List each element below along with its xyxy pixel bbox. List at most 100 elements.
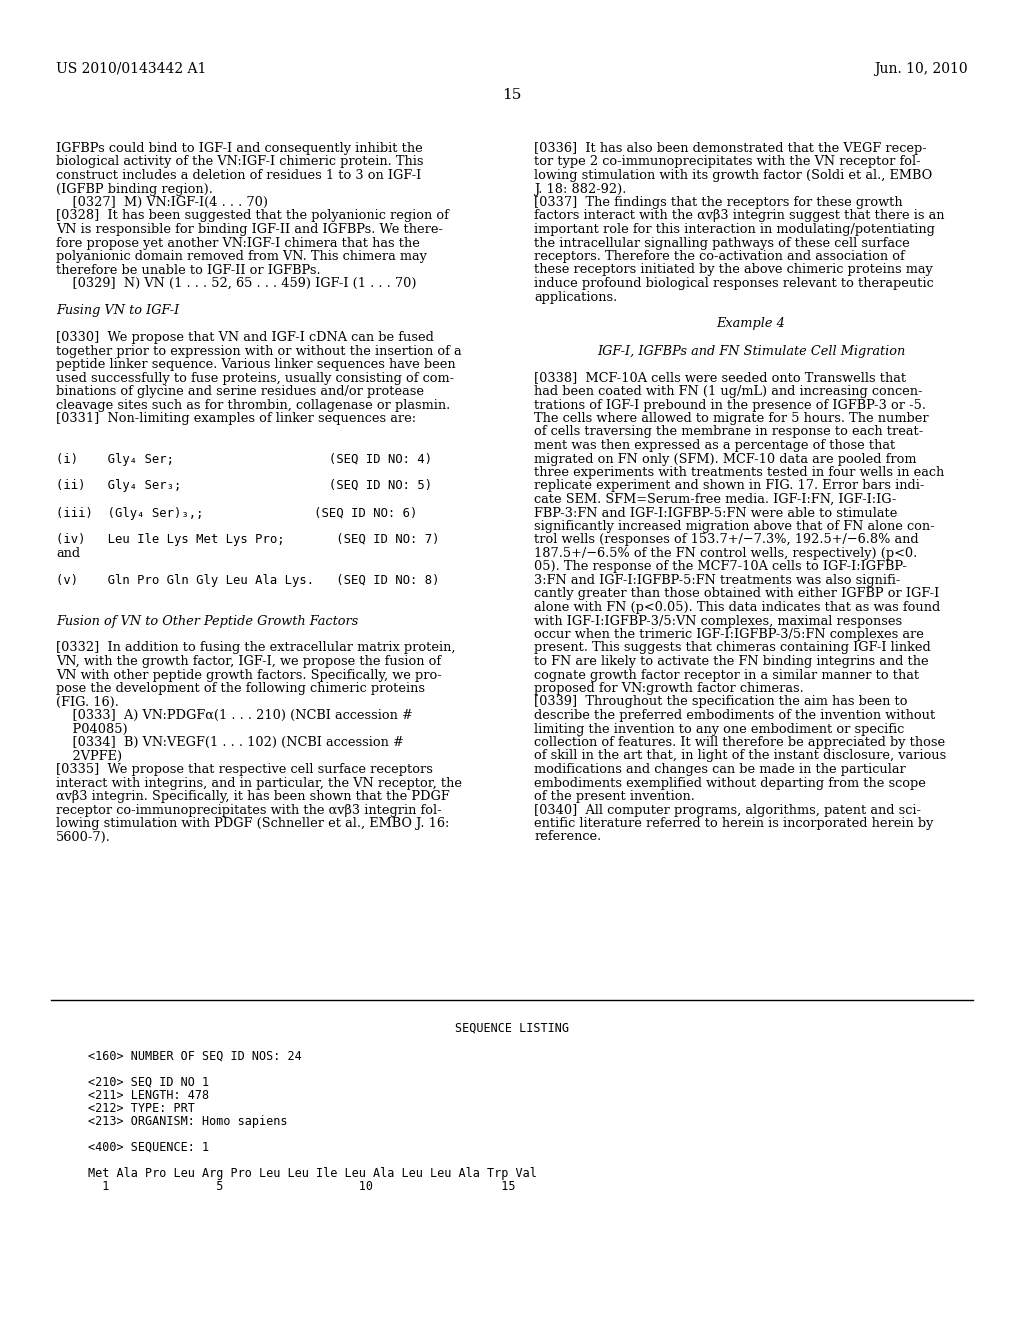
Text: <400> SEQUENCE: 1: <400> SEQUENCE: 1 [88, 1140, 209, 1154]
Text: tor type 2 co-immunoprecipitates with the VN receptor fol-: tor type 2 co-immunoprecipitates with th… [534, 156, 921, 169]
Text: Met Ala Pro Leu Arg Pro Leu Leu Ile Leu Ala Leu Leu Ala Trp Val: Met Ala Pro Leu Arg Pro Leu Leu Ile Leu … [88, 1167, 537, 1180]
Text: Example 4: Example 4 [717, 318, 785, 330]
Text: reference.: reference. [534, 830, 601, 843]
Text: VN, with the growth factor, IGF-I, we propose the fusion of: VN, with the growth factor, IGF-I, we pr… [56, 655, 441, 668]
Text: to FN are likely to activate the FN binding integrins and the: to FN are likely to activate the FN bind… [534, 655, 929, 668]
Text: factors interact with the αvβ3 integrin suggest that there is an: factors interact with the αvβ3 integrin … [534, 210, 944, 223]
Text: (v)    Gln Pro Gln Gly Leu Ala Lys.   (SEQ ID NO: 8): (v) Gln Pro Gln Gly Leu Ala Lys. (SEQ ID… [56, 574, 439, 587]
Text: replicate experiment and shown in FIG. 17. Error bars indi-: replicate experiment and shown in FIG. 1… [534, 479, 925, 492]
Text: <211> LENGTH: 478: <211> LENGTH: 478 [88, 1089, 209, 1102]
Text: together prior to expression with or without the insertion of a: together prior to expression with or wit… [56, 345, 462, 358]
Text: VN with other peptide growth factors. Specifically, we pro-: VN with other peptide growth factors. Sp… [56, 668, 441, 681]
Text: 1               5                   10                  15: 1 5 10 15 [88, 1180, 515, 1193]
Text: [0340]  All computer programs, algorithms, patent and sci-: [0340] All computer programs, algorithms… [534, 804, 921, 817]
Text: had been coated with FN (1 ug/mL) and increasing concen-: had been coated with FN (1 ug/mL) and in… [534, 385, 923, 399]
Text: (ii)   Gly₄ Ser₃;                    (SEQ ID NO: 5): (ii) Gly₄ Ser₃; (SEQ ID NO: 5) [56, 479, 432, 492]
Text: limiting the invention to any one embodiment or specific: limiting the invention to any one embodi… [534, 722, 904, 735]
Text: (IGFBP binding region).: (IGFBP binding region). [56, 182, 213, 195]
Text: 05). The response of the MCF7-10A cells to IGF-I:IGFBP-: 05). The response of the MCF7-10A cells … [534, 561, 907, 573]
Text: therefore be unable to IGF-II or IGFBPs.: therefore be unable to IGF-II or IGFBPs. [56, 264, 321, 276]
Text: [0336]  It has also been demonstrated that the VEGF recep-: [0336] It has also been demonstrated tha… [534, 143, 927, 154]
Text: modifications and changes can be made in the particular: modifications and changes can be made in… [534, 763, 906, 776]
Text: entific literature referred to herein is incorporated herein by: entific literature referred to herein is… [534, 817, 933, 830]
Text: of the present invention.: of the present invention. [534, 789, 695, 803]
Text: ment was then expressed as a percentage of those that: ment was then expressed as a percentage … [534, 440, 895, 451]
Text: P04085): P04085) [56, 722, 128, 735]
Text: [0334]  B) VN:VEGF(1 . . . 102) (NCBI accession #: [0334] B) VN:VEGF(1 . . . 102) (NCBI acc… [56, 737, 403, 748]
Text: Jun. 10, 2010: Jun. 10, 2010 [874, 62, 968, 77]
Text: 5600-7).: 5600-7). [56, 830, 111, 843]
Text: alone with FN (p<0.05). This data indicates that as was found: alone with FN (p<0.05). This data indica… [534, 601, 940, 614]
Text: (FIG. 16).: (FIG. 16). [56, 696, 119, 709]
Text: embodiments exemplified without departing from the scope: embodiments exemplified without departin… [534, 776, 926, 789]
Text: trol wells (responses of 153.7+/−7.3%, 192.5+/−6.8% and: trol wells (responses of 153.7+/−7.3%, 1… [534, 533, 919, 546]
Text: cognate growth factor receptor in a similar manner to that: cognate growth factor receptor in a simi… [534, 668, 920, 681]
Text: lowing stimulation with its growth factor (Soldi et al., EMBO: lowing stimulation with its growth facto… [534, 169, 932, 182]
Text: cate SEM. SFM=Serum-free media. IGF-I:FN, IGF-I:IG-: cate SEM. SFM=Serum-free media. IGF-I:FN… [534, 492, 896, 506]
Text: polyanionic domain removed from VN. This chimera may: polyanionic domain removed from VN. This… [56, 249, 427, 263]
Text: used successfully to fuse proteins, usually consisting of com-: used successfully to fuse proteins, usua… [56, 371, 454, 384]
Text: pose the development of the following chimeric proteins: pose the development of the following ch… [56, 682, 425, 696]
Text: [0328]  It has been suggested that the polyanionic region of: [0328] It has been suggested that the po… [56, 210, 449, 223]
Text: cantly greater than those obtained with either IGFBP or IGF-I: cantly greater than those obtained with … [534, 587, 939, 601]
Text: these receptors initiated by the above chimeric proteins may: these receptors initiated by the above c… [534, 264, 933, 276]
Text: 2VPFE): 2VPFE) [56, 750, 122, 763]
Text: of cells traversing the membrane in response to each treat-: of cells traversing the membrane in resp… [534, 425, 924, 438]
Text: The cells where allowed to migrate for 5 hours. The number: The cells where allowed to migrate for 5… [534, 412, 929, 425]
Text: with IGF-I:IGFBP-3/5:VN complexes, maximal responses: with IGF-I:IGFBP-3/5:VN complexes, maxim… [534, 615, 902, 627]
Text: <213> ORGANISM: Homo sapiens: <213> ORGANISM: Homo sapiens [88, 1115, 288, 1129]
Text: [0330]  We propose that VN and IGF-I cDNA can be fused: [0330] We propose that VN and IGF-I cDNA… [56, 331, 434, 345]
Text: applications.: applications. [534, 290, 617, 304]
Text: J. 18: 882-92).: J. 18: 882-92). [534, 182, 627, 195]
Text: [0333]  A) VN:PDGFα(1 . . . 210) (NCBI accession #: [0333] A) VN:PDGFα(1 . . . 210) (NCBI ac… [56, 709, 413, 722]
Text: αvβ3 integrin. Specifically, it has been shown that the PDGF: αvβ3 integrin. Specifically, it has been… [56, 789, 450, 803]
Text: 15: 15 [503, 88, 521, 102]
Text: describe the preferred embodiments of the invention without: describe the preferred embodiments of th… [534, 709, 935, 722]
Text: construct includes a deletion of residues 1 to 3 on IGF-I: construct includes a deletion of residue… [56, 169, 421, 182]
Text: Fusing VN to IGF-I: Fusing VN to IGF-I [56, 304, 179, 317]
Text: [0327]  M) VN:IGF-I(4 . . . 70): [0327] M) VN:IGF-I(4 . . . 70) [56, 195, 268, 209]
Text: significantly increased migration above that of FN alone con-: significantly increased migration above … [534, 520, 935, 533]
Text: IGF-I, IGFBPs and FN Stimulate Cell Migration: IGF-I, IGFBPs and FN Stimulate Cell Migr… [597, 345, 905, 358]
Text: [0329]  N) VN (1 . . . 52, 65 . . . 459) IGF-I (1 . . . 70): [0329] N) VN (1 . . . 52, 65 . . . 459) … [56, 277, 417, 290]
Text: and: and [56, 546, 80, 560]
Text: VN is responsible for binding IGF-II and IGFBPs. We there-: VN is responsible for binding IGF-II and… [56, 223, 443, 236]
Text: [0332]  In addition to fusing the extracellular matrix protein,: [0332] In addition to fusing the extrace… [56, 642, 456, 655]
Text: US 2010/0143442 A1: US 2010/0143442 A1 [56, 62, 207, 77]
Text: [0335]  We propose that respective cell surface receptors: [0335] We propose that respective cell s… [56, 763, 433, 776]
Text: SEQUENCE LISTING: SEQUENCE LISTING [455, 1022, 569, 1035]
Text: [0339]  Throughout the specification the aim has been to: [0339] Throughout the specification the … [534, 696, 907, 709]
Text: binations of glycine and serine residues and/or protease: binations of glycine and serine residues… [56, 385, 424, 399]
Text: three experiments with treatments tested in four wells in each: three experiments with treatments tested… [534, 466, 944, 479]
Text: <212> TYPE: PRT: <212> TYPE: PRT [88, 1102, 195, 1115]
Text: present. This suggests that chimeras containing IGF-I linked: present. This suggests that chimeras con… [534, 642, 931, 655]
Text: receptor co-immunoprecipitates with the αvβ3 integrin fol-: receptor co-immunoprecipitates with the … [56, 804, 441, 817]
Text: important role for this interaction in modulating/potentiating: important role for this interaction in m… [534, 223, 935, 236]
Text: Fusion of VN to Other Peptide Growth Factors: Fusion of VN to Other Peptide Growth Fac… [56, 615, 358, 627]
Text: (i)    Gly₄ Ser;                     (SEQ ID NO: 4): (i) Gly₄ Ser; (SEQ ID NO: 4) [56, 453, 432, 466]
Text: cleavage sites such as for thrombin, collagenase or plasmin.: cleavage sites such as for thrombin, col… [56, 399, 451, 412]
Text: migrated on FN only (SFM). MCF-10 data are pooled from: migrated on FN only (SFM). MCF-10 data a… [534, 453, 916, 466]
Text: lowing stimulation with PDGF (Schneller et al., EMBO J. 16:: lowing stimulation with PDGF (Schneller … [56, 817, 450, 830]
Text: 3:FN and IGF-I:IGFBP-5:FN treatments was also signifi-: 3:FN and IGF-I:IGFBP-5:FN treatments was… [534, 574, 900, 587]
Text: trations of IGF-I prebound in the presence of IGFBP-3 or -5.: trations of IGF-I prebound in the presen… [534, 399, 926, 412]
Text: the intracellular signalling pathways of these cell surface: the intracellular signalling pathways of… [534, 236, 909, 249]
Text: FBP-3:FN and IGF-I:IGFBP-5:FN were able to stimulate: FBP-3:FN and IGF-I:IGFBP-5:FN were able … [534, 507, 897, 520]
Text: <160> NUMBER OF SEQ ID NOS: 24: <160> NUMBER OF SEQ ID NOS: 24 [88, 1049, 302, 1063]
Text: interact with integrins, and in particular, the VN receptor, the: interact with integrins, and in particul… [56, 776, 462, 789]
Text: [0337]  The findings that the receptors for these growth: [0337] The findings that the receptors f… [534, 195, 902, 209]
Text: <210> SEQ ID NO 1: <210> SEQ ID NO 1 [88, 1076, 209, 1089]
Text: fore propose yet another VN:IGF-I chimera that has the: fore propose yet another VN:IGF-I chimer… [56, 236, 420, 249]
Text: collection of features. It will therefore be appreciated by those: collection of features. It will therefor… [534, 737, 945, 748]
Text: biological activity of the VN:IGF-I chimeric protein. This: biological activity of the VN:IGF-I chim… [56, 156, 424, 169]
Text: receptors. Therefore the co-activation and association of: receptors. Therefore the co-activation a… [534, 249, 905, 263]
Text: IGFBPs could bind to IGF-I and consequently inhibit the: IGFBPs could bind to IGF-I and consequen… [56, 143, 423, 154]
Text: induce profound biological responses relevant to therapeutic: induce profound biological responses rel… [534, 277, 934, 290]
Text: [0338]  MCF-10A cells were seeded onto Transwells that: [0338] MCF-10A cells were seeded onto Tr… [534, 371, 906, 384]
Text: of skill in the art that, in light of the instant disclosure, various: of skill in the art that, in light of th… [534, 750, 946, 763]
Text: (iv)   Leu Ile Lys Met Lys Pro;       (SEQ ID NO: 7): (iv) Leu Ile Lys Met Lys Pro; (SEQ ID NO… [56, 533, 439, 546]
Text: 187.5+/−6.5% of the FN control wells, respectively) (p<0.: 187.5+/−6.5% of the FN control wells, re… [534, 546, 918, 560]
Text: occur when the trimeric IGF-I:IGFBP-3/5:FN complexes are: occur when the trimeric IGF-I:IGFBP-3/5:… [534, 628, 924, 642]
Text: peptide linker sequence. Various linker sequences have been: peptide linker sequence. Various linker … [56, 358, 456, 371]
Text: [0331]  Non-limiting examples of linker sequences are:: [0331] Non-limiting examples of linker s… [56, 412, 416, 425]
